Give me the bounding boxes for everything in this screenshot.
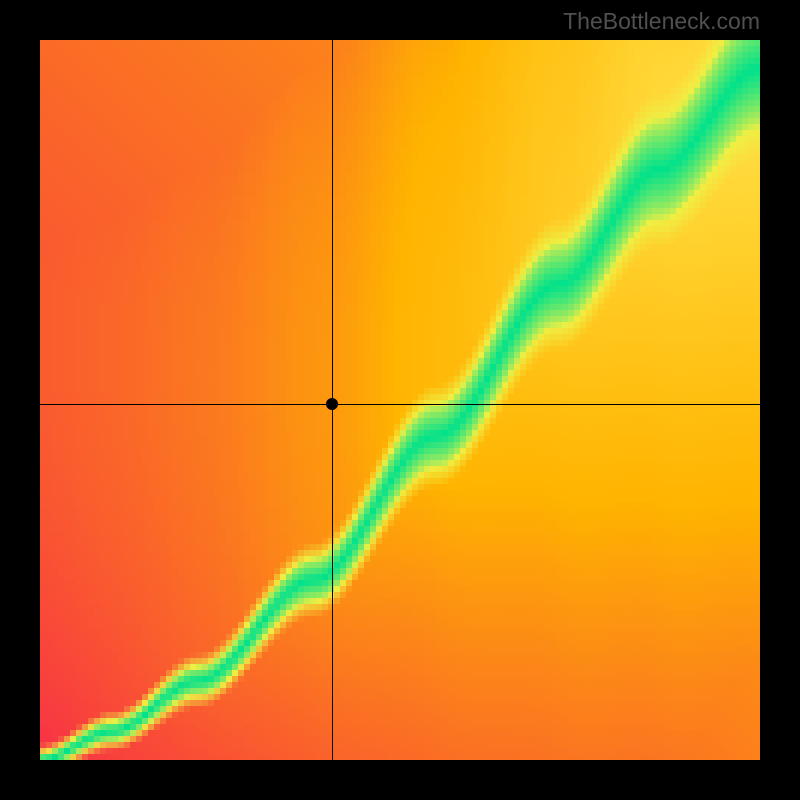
crosshair-horizontal [40, 404, 760, 405]
watermark-text: TheBottleneck.com [563, 8, 760, 35]
heatmap-plot [40, 40, 760, 760]
heatmap-canvas [40, 40, 760, 760]
crosshair-marker [326, 398, 338, 410]
